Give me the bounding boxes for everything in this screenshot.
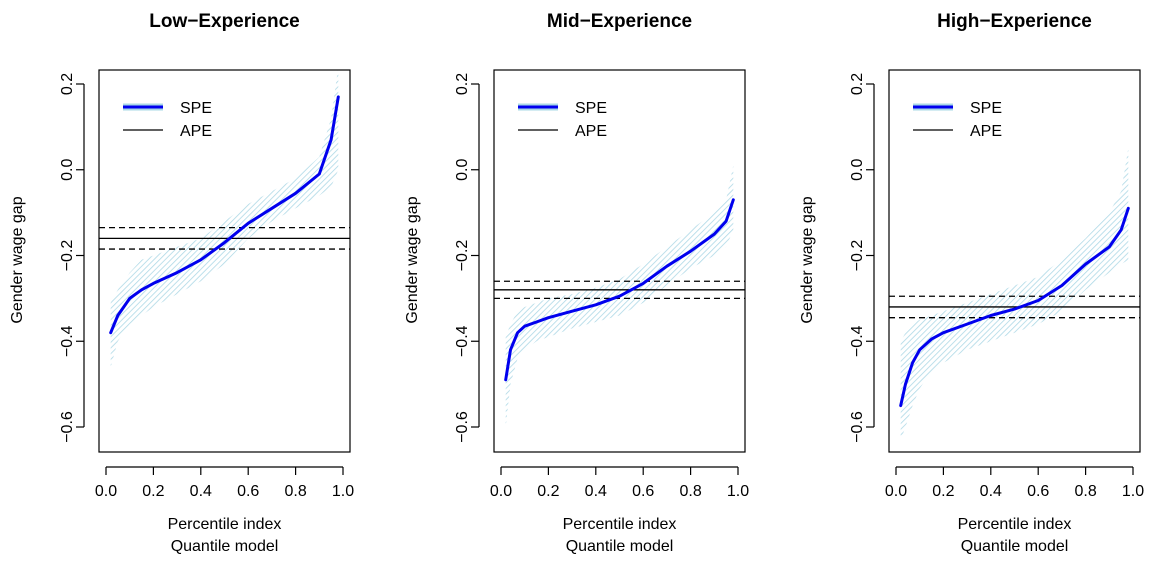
y-axis-label: Gender wage gap: [9, 196, 26, 323]
x-tick-label: 0.8: [1074, 483, 1096, 500]
x-tick-label: 0.6: [1027, 483, 1049, 500]
plot-frame: [888, 69, 1141, 453]
x-axis-label: Percentile index: [563, 516, 677, 533]
panel-title: High−Experience: [937, 11, 1092, 32]
y-tick-label: −0.6: [454, 411, 471, 443]
y-tick-label: −0.6: [59, 411, 76, 443]
legend-spe-label: SPE: [970, 100, 1002, 117]
spe-line: [109, 95, 340, 335]
x-tick-label: 0.6: [237, 483, 259, 500]
x-tick-label: 0.2: [142, 483, 164, 500]
x-tick-label: 0.8: [679, 483, 701, 500]
y-tick-label: 0.0: [454, 159, 471, 181]
x-tick-label: 0.6: [632, 483, 654, 500]
chart-panel-3: High−Experience 0.0 0.2 0.4 0.6 0.8 1.0 −0.6 −0.…: [799, 11, 1144, 555]
x-axis-sublabel: Quantile model: [961, 538, 1069, 555]
legend: SPE APE: [913, 100, 1002, 140]
y-tick-label: 0.0: [59, 159, 76, 181]
legend-spe-label: SPE: [180, 100, 212, 117]
y-tick-label: −0.2: [849, 240, 866, 272]
y-tick-label: 0.2: [849, 73, 866, 95]
x-axis-sublabel: Quantile model: [566, 538, 674, 555]
plot-frame: [98, 69, 351, 453]
chart-panel-2: Mid−Experience 0.0 0.2 0.4 0.6 0.8 1.0 −0.6 −0.4…: [404, 11, 749, 555]
spe-confidence-band: [110, 70, 339, 367]
x-axis-label: Percentile index: [958, 516, 1072, 533]
y-tick-label: −0.4: [849, 325, 866, 357]
legend-ape-label: APE: [575, 123, 607, 140]
spe-confidence-band: [900, 148, 1129, 440]
panel-title: Low−Experience: [149, 11, 299, 32]
plot-frame: [493, 69, 746, 453]
x-tick-label: 0.2: [932, 483, 954, 500]
legend-ape-label: APE: [180, 123, 212, 140]
x-tick-label: 0.0: [885, 483, 907, 500]
y-tick-label: −0.6: [849, 411, 866, 443]
x-tick-label: 0.8: [284, 483, 306, 500]
y-tick-label: −0.2: [454, 240, 471, 272]
y-tick-label: 0.2: [59, 73, 76, 95]
y-axis-label: Gender wage gap: [799, 196, 816, 323]
x-tick-label: 0.0: [490, 483, 512, 500]
legend-spe-label: SPE: [575, 100, 607, 117]
x-tick-label: 0.4: [980, 483, 1002, 500]
x-axis-label: Percentile index: [168, 516, 282, 533]
x-tick-label: 0.4: [585, 483, 607, 500]
x-tick-label: 0.0: [95, 483, 117, 500]
x-axis-sublabel: Quantile model: [171, 538, 279, 555]
legend: SPE APE: [518, 100, 607, 140]
y-tick-label: −0.4: [454, 325, 471, 357]
y-axis-label: Gender wage gap: [404, 196, 421, 323]
chart-panel-1: Low−Experience 0.0 0.2 0.4 0.6 0.8 1.0 −0.6 −0.4…: [9, 11, 354, 555]
legend: SPE APE: [123, 100, 212, 140]
x-tick-label: 1.0: [332, 483, 354, 500]
x-tick-label: 0.2: [537, 483, 559, 500]
spe-line: [504, 198, 735, 382]
x-tick-label: 1.0: [727, 483, 749, 500]
x-tick-label: 1.0: [1122, 483, 1144, 500]
x-tick-label: 0.4: [190, 483, 212, 500]
y-tick-label: 0.2: [454, 73, 471, 95]
spe-line: [899, 206, 1130, 408]
panel-title: Mid−Experience: [547, 11, 692, 32]
y-tick-label: −0.2: [59, 240, 76, 272]
y-tick-label: −0.4: [59, 325, 76, 357]
legend-ape-label: APE: [970, 123, 1002, 140]
y-tick-label: 0.0: [849, 159, 866, 181]
